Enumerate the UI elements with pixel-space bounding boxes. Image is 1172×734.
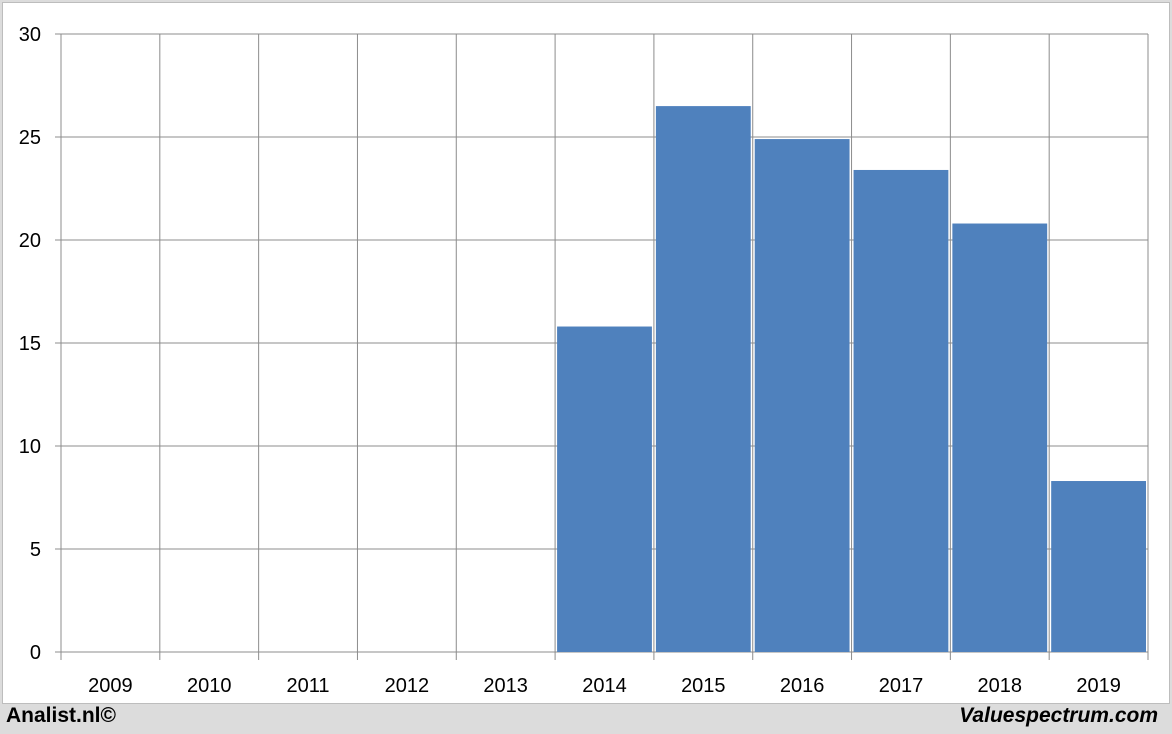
- x-tick-label-2011: 2011: [287, 675, 330, 697]
- y-tick-label-10: 10: [19, 436, 41, 458]
- y-tick-label-15: 15: [19, 333, 41, 355]
- bar-2016: [754, 139, 850, 652]
- bar-2015: [655, 106, 751, 653]
- footer-left-brand: Analist.nl©: [6, 704, 116, 727]
- footer-right-brand: Valuespectrum.com: [959, 704, 1158, 727]
- x-tick-label-2014: 2014: [582, 675, 627, 697]
- x-tick-label-2010: 2010: [187, 675, 232, 697]
- x-tick-label-2017: 2017: [879, 675, 924, 697]
- bar-2018: [952, 223, 1048, 652]
- bars: [557, 106, 1146, 653]
- x-tick-label-2019: 2019: [1076, 675, 1121, 697]
- y-tick-label-20: 20: [19, 230, 41, 252]
- x-tick-labels: 2009 2010 2011 2012 2013 2014 2015 2016 2017 2018…: [88, 675, 1121, 697]
- x-tick-label-2018: 2018: [978, 675, 1023, 697]
- x-tick-label-2016: 2016: [780, 675, 825, 697]
- y-tick-label-25: 25: [19, 127, 41, 149]
- y-tick-label-30: 30: [19, 24, 41, 46]
- x-tick-label-2009: 2009: [88, 675, 133, 697]
- bar-2014: [557, 326, 652, 652]
- y-tick-label-5: 5: [30, 539, 41, 561]
- x-tick-label-2012: 2012: [385, 675, 430, 697]
- x-tick-label-2013: 2013: [483, 675, 528, 697]
- y-tick-label-0: 0: [30, 642, 41, 664]
- bar-2017: [853, 169, 949, 652]
- bar-2019: [1051, 481, 1146, 652]
- y-tick-labels: 0 5 10 15 20 25 30: [19, 24, 41, 664]
- x-tick-label-2015: 2015: [681, 675, 726, 697]
